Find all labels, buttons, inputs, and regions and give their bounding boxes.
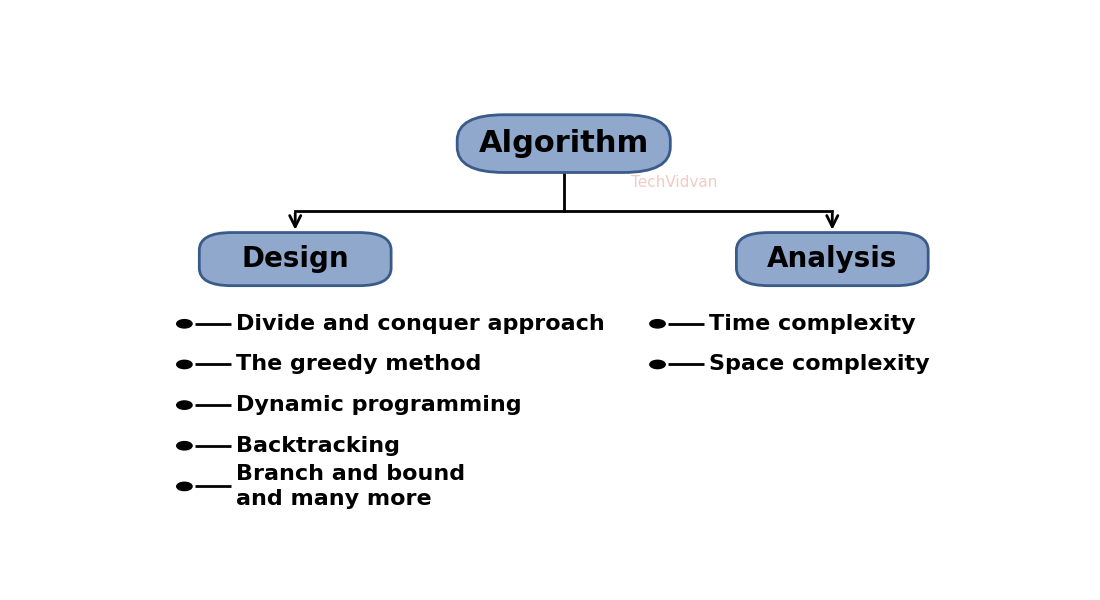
Text: Time complexity: Time complexity bbox=[708, 314, 915, 334]
Text: Backtracking: Backtracking bbox=[235, 436, 399, 456]
Circle shape bbox=[650, 360, 666, 368]
Text: Algorithm: Algorithm bbox=[478, 129, 649, 158]
Circle shape bbox=[177, 401, 192, 409]
Circle shape bbox=[177, 442, 192, 450]
Circle shape bbox=[650, 320, 666, 328]
Text: Dynamic programming: Dynamic programming bbox=[235, 395, 521, 415]
Text: Design: Design bbox=[241, 245, 349, 273]
FancyBboxPatch shape bbox=[736, 233, 928, 286]
Text: Divide and conquer approach: Divide and conquer approach bbox=[235, 314, 604, 334]
Text: Space complexity: Space complexity bbox=[708, 355, 930, 374]
Circle shape bbox=[177, 360, 192, 368]
Circle shape bbox=[177, 320, 192, 328]
FancyBboxPatch shape bbox=[458, 115, 670, 172]
FancyBboxPatch shape bbox=[199, 233, 392, 286]
Text: The greedy method: The greedy method bbox=[235, 355, 481, 374]
Text: TechVidvan: TechVidvan bbox=[631, 175, 718, 190]
Text: Branch and bound
and many more: Branch and bound and many more bbox=[235, 464, 464, 509]
Text: Analysis: Analysis bbox=[767, 245, 898, 273]
Circle shape bbox=[177, 482, 192, 491]
